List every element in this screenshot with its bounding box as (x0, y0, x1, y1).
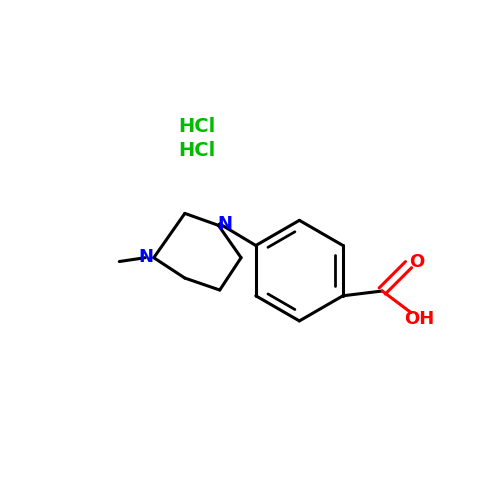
Text: OH: OH (404, 310, 435, 328)
Text: HCl: HCl (178, 117, 215, 137)
Text: O: O (410, 253, 425, 271)
Text: HCl: HCl (178, 141, 215, 160)
Text: N: N (138, 248, 154, 266)
Text: N: N (217, 215, 232, 233)
